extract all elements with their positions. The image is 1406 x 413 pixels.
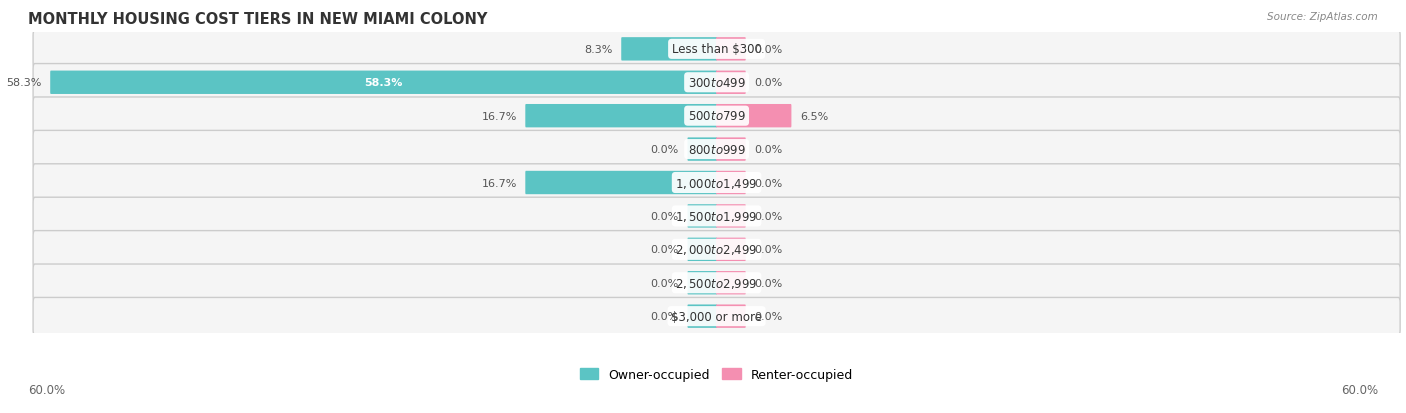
Text: 0.0%: 0.0% xyxy=(651,145,679,155)
Text: $1,000 to $1,499: $1,000 to $1,499 xyxy=(675,176,758,190)
Text: 16.7%: 16.7% xyxy=(481,112,517,121)
Text: 60.0%: 60.0% xyxy=(1341,384,1378,396)
FancyBboxPatch shape xyxy=(34,198,1400,235)
FancyBboxPatch shape xyxy=(621,38,717,62)
Text: 0.0%: 0.0% xyxy=(754,311,783,321)
FancyBboxPatch shape xyxy=(34,131,1400,169)
Legend: Owner-occupied, Renter-occupied: Owner-occupied, Renter-occupied xyxy=(579,368,853,381)
FancyBboxPatch shape xyxy=(51,71,717,95)
FancyBboxPatch shape xyxy=(526,171,717,195)
FancyBboxPatch shape xyxy=(716,305,745,328)
FancyBboxPatch shape xyxy=(34,298,1400,335)
Text: 0.0%: 0.0% xyxy=(651,278,679,288)
FancyBboxPatch shape xyxy=(688,238,717,261)
FancyBboxPatch shape xyxy=(34,264,1400,302)
FancyBboxPatch shape xyxy=(716,271,745,295)
Text: $2,500 to $2,999: $2,500 to $2,999 xyxy=(675,276,758,290)
Text: 16.7%: 16.7% xyxy=(481,178,517,188)
FancyBboxPatch shape xyxy=(716,238,745,261)
FancyBboxPatch shape xyxy=(716,205,745,228)
Text: $500 to $799: $500 to $799 xyxy=(688,110,745,123)
FancyBboxPatch shape xyxy=(688,138,717,161)
Text: 0.0%: 0.0% xyxy=(754,78,783,88)
Text: 0.0%: 0.0% xyxy=(754,211,783,221)
Text: $3,000 or more: $3,000 or more xyxy=(671,310,762,323)
Text: Source: ZipAtlas.com: Source: ZipAtlas.com xyxy=(1267,12,1378,22)
Text: 8.3%: 8.3% xyxy=(585,45,613,55)
Text: 58.3%: 58.3% xyxy=(6,78,42,88)
Text: $2,000 to $2,499: $2,000 to $2,499 xyxy=(675,243,758,257)
Text: 0.0%: 0.0% xyxy=(651,211,679,221)
Text: Less than $300: Less than $300 xyxy=(672,43,762,56)
Text: $1,500 to $1,999: $1,500 to $1,999 xyxy=(675,209,758,223)
Text: 60.0%: 60.0% xyxy=(28,384,65,396)
Text: 0.0%: 0.0% xyxy=(754,245,783,255)
Text: 0.0%: 0.0% xyxy=(754,145,783,155)
Text: $800 to $999: $800 to $999 xyxy=(688,143,745,156)
Text: MONTHLY HOUSING COST TIERS IN NEW MIAMI COLONY: MONTHLY HOUSING COST TIERS IN NEW MIAMI … xyxy=(28,12,488,27)
Text: 0.0%: 0.0% xyxy=(651,245,679,255)
Text: 0.0%: 0.0% xyxy=(651,311,679,321)
FancyBboxPatch shape xyxy=(688,271,717,295)
FancyBboxPatch shape xyxy=(716,171,745,195)
FancyBboxPatch shape xyxy=(716,71,745,95)
Text: 0.0%: 0.0% xyxy=(754,178,783,188)
FancyBboxPatch shape xyxy=(34,98,1400,135)
Text: 6.5%: 6.5% xyxy=(800,112,828,121)
Text: 58.3%: 58.3% xyxy=(364,78,404,88)
FancyBboxPatch shape xyxy=(526,105,717,128)
FancyBboxPatch shape xyxy=(688,205,717,228)
FancyBboxPatch shape xyxy=(34,64,1400,102)
FancyBboxPatch shape xyxy=(34,164,1400,202)
Text: $300 to $499: $300 to $499 xyxy=(688,76,745,90)
FancyBboxPatch shape xyxy=(34,231,1400,268)
Text: 0.0%: 0.0% xyxy=(754,278,783,288)
Text: 0.0%: 0.0% xyxy=(754,45,783,55)
FancyBboxPatch shape xyxy=(34,31,1400,69)
FancyBboxPatch shape xyxy=(688,305,717,328)
FancyBboxPatch shape xyxy=(716,38,745,62)
FancyBboxPatch shape xyxy=(716,105,792,128)
FancyBboxPatch shape xyxy=(716,138,745,161)
